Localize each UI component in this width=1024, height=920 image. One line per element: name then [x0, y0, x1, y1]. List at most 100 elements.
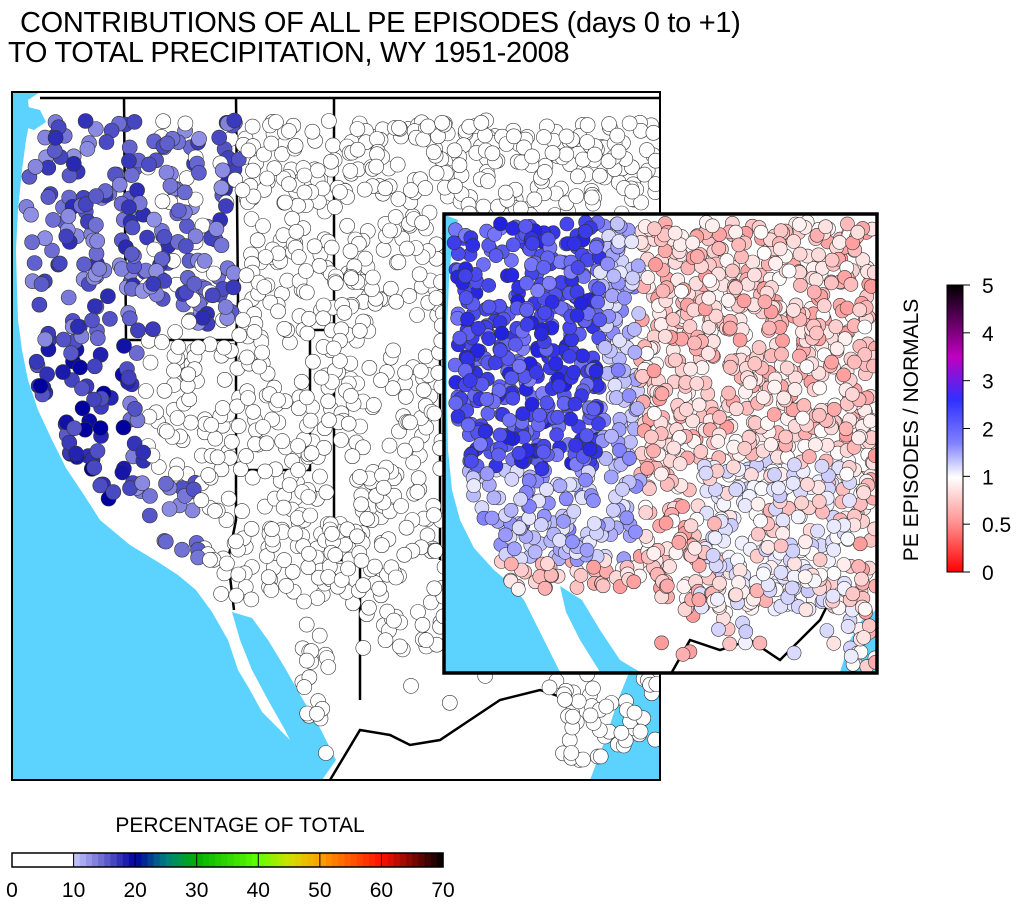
inset-station-dot	[504, 267, 520, 283]
inset-station-dots	[446, 215, 876, 672]
station-dot	[79, 141, 96, 157]
inset-station-dot	[607, 377, 623, 393]
inset-station-dot	[685, 235, 701, 251]
station-dot	[290, 249, 307, 265]
station-dot	[88, 188, 104, 204]
inset-station-dot	[592, 312, 608, 328]
station-dot	[296, 593, 312, 610]
bottom-colorbar-segment	[110, 853, 118, 867]
station-dot	[127, 400, 143, 417]
station-dot	[209, 449, 226, 466]
bottom-colorbar-segment	[319, 853, 327, 867]
inset-station-dot	[705, 548, 721, 563]
inset-station-dot	[705, 218, 720, 234]
inset-station-dot	[470, 343, 486, 358]
inset-station-dot	[586, 559, 601, 575]
station-dot	[181, 391, 197, 408]
inset-station-dot	[457, 268, 473, 284]
station-dot	[298, 263, 314, 279]
inset-station-dot	[732, 563, 748, 578]
right-colorbar-tick-label: 1	[982, 466, 994, 489]
inset-station-dot	[752, 635, 768, 651]
station-dot	[257, 463, 273, 480]
station-dot	[446, 142, 463, 159]
station-dot	[91, 260, 107, 277]
inset-station-dot	[707, 530, 723, 546]
station-dot	[382, 222, 398, 239]
inset-station-dot	[653, 466, 669, 482]
inset-station-dot	[551, 378, 567, 394]
inset-station-dot	[722, 359, 738, 375]
inset-station-dot	[511, 445, 527, 461]
station-dot	[320, 569, 337, 585]
bottom-colorbar-segment	[393, 853, 401, 867]
bottom-colorbar-segment	[233, 853, 241, 867]
station-dot	[102, 311, 118, 327]
inset-station-dot	[693, 444, 709, 459]
inset-station-dot	[655, 283, 671, 299]
station-dot	[244, 118, 261, 135]
inset-station-dot	[811, 494, 827, 509]
bottom-colorbar-segment	[153, 853, 161, 867]
station-dot	[284, 563, 301, 580]
inset-station-dot	[510, 581, 526, 597]
inset-station-dot	[772, 241, 788, 257]
inset-station-dot	[524, 257, 539, 272]
inset-station-dot	[711, 241, 727, 256]
right-colorbar-ticks: 5 4 3 2 1 0.5 0	[963, 275, 1011, 585]
inset-station-dot	[843, 648, 859, 664]
station-dot	[225, 265, 242, 281]
inset-station-dot	[646, 546, 662, 561]
station-dot	[579, 134, 596, 150]
station-dot	[414, 215, 430, 231]
bottom-colorbar-segment	[24, 853, 32, 867]
inset-station-dot	[747, 267, 762, 283]
inset-station-dot	[722, 320, 738, 336]
station-dot	[60, 208, 77, 224]
station-dot	[60, 289, 77, 306]
inset-station-dot	[598, 451, 614, 466]
station-dot	[592, 748, 609, 765]
station-dot	[417, 180, 434, 196]
station-dot	[417, 348, 434, 365]
inset-station-dot	[720, 293, 736, 308]
bottom-colorbar-segment	[92, 853, 99, 867]
inset-station-dot	[850, 224, 866, 240]
station-dot	[31, 296, 48, 313]
station-dot	[415, 131, 432, 148]
bottom-colorbar-tick-label: 50	[308, 879, 331, 902]
station-dot	[309, 162, 326, 179]
inset-station-dot	[525, 236, 540, 251]
bottom-colorbar-segment	[202, 853, 210, 867]
inset-station-dot	[446, 235, 462, 251]
inset-station-dot	[558, 491, 574, 507]
inset-station-dot	[832, 235, 847, 250]
bottom-colorbar-segments	[12, 853, 444, 867]
station-dot	[90, 330, 106, 347]
station-dot	[146, 211, 162, 228]
bottom-colorbar-segment	[116, 853, 124, 867]
inset-station-dot	[732, 332, 748, 348]
inset-station-dot	[689, 376, 705, 391]
inset-station-dot	[836, 557, 852, 572]
inset-station-dot	[667, 352, 683, 368]
inset-station-dot	[829, 341, 845, 357]
station-dot	[174, 541, 190, 558]
station-dot	[291, 400, 307, 417]
station-dot	[145, 275, 162, 292]
inset-station-dot	[756, 245, 772, 261]
bottom-colorbar-segment	[12, 853, 19, 867]
inset-station-dot	[819, 623, 835, 638]
bottom-colorbar-segment	[369, 853, 376, 867]
bottom-colorbar-segment	[344, 853, 352, 867]
inset-station-dot	[481, 278, 497, 293]
bottom-colorbar-segment	[282, 853, 290, 867]
inset-station-dot	[790, 509, 806, 525]
inset-station-dot	[753, 224, 769, 240]
station-dot	[114, 464, 131, 481]
inset-station-dot	[792, 246, 808, 262]
inset-station-dot	[498, 527, 513, 543]
bottom-colorbar-segment	[387, 853, 395, 867]
inset-station-dot	[600, 256, 615, 272]
bottom-colorbar-segment	[55, 853, 62, 867]
